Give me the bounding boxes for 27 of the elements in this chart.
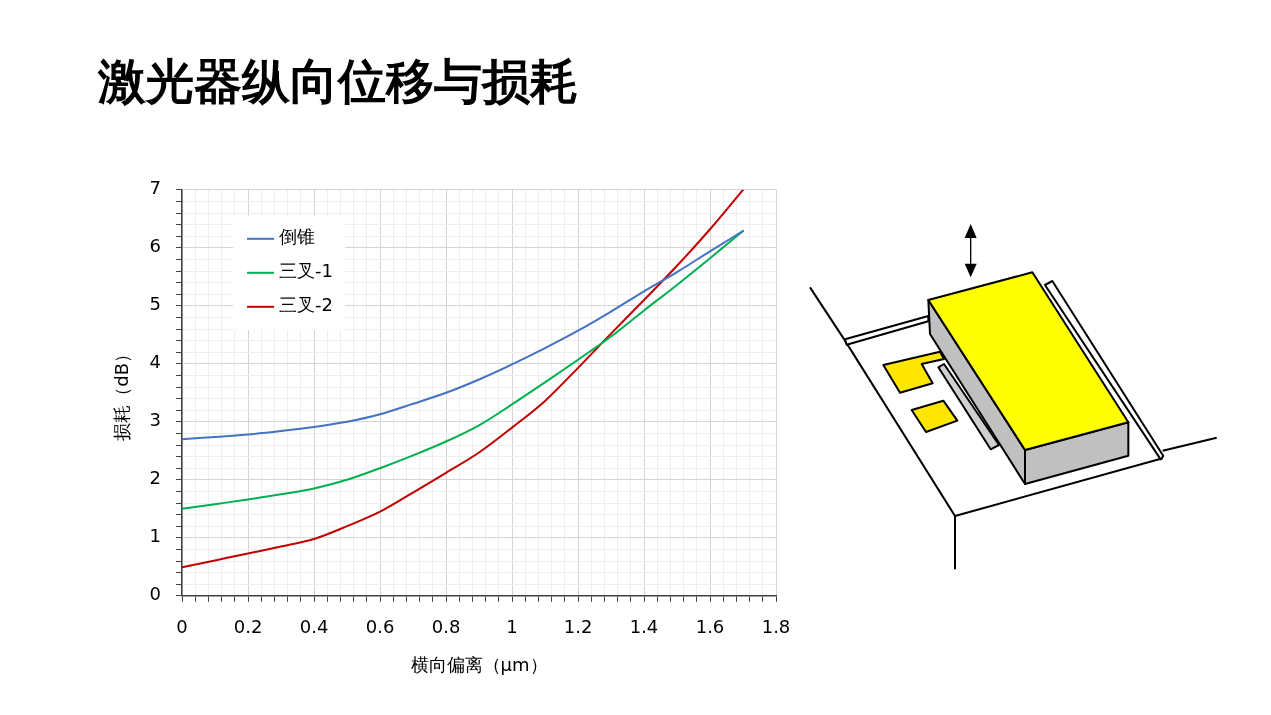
x-tick-label: 1.4 bbox=[629, 616, 659, 638]
x-tick-label: 0.8 bbox=[431, 616, 461, 638]
y-tick-label: 3 bbox=[149, 409, 162, 431]
x-tick-label: 0.2 bbox=[233, 616, 263, 638]
chart-title: 激光器纵向位移与损耗 bbox=[98, 53, 578, 111]
y-tick-label: 1 bbox=[149, 525, 162, 547]
y-tick-label: 2 bbox=[149, 467, 162, 489]
x-tick-label: 0.6 bbox=[365, 616, 395, 638]
legend-label: 三叉-2 bbox=[279, 294, 334, 316]
y-tick-label: 6 bbox=[149, 235, 162, 257]
x-axis-title: 横向偏离（μm） bbox=[410, 653, 548, 675]
y-tick-label: 7 bbox=[149, 177, 162, 199]
x-tick-label: 1.2 bbox=[563, 616, 593, 638]
legend-label: 三叉-1 bbox=[279, 260, 334, 282]
legend-label: 倒锥 bbox=[279, 226, 316, 248]
line-series bbox=[182, 229, 744, 510]
x-tick-label: 0 bbox=[176, 616, 188, 638]
x-tick-label: 0.4 bbox=[299, 616, 329, 638]
x-tick-label: 1.8 bbox=[761, 616, 791, 638]
y-axis-title: 损耗（dB） bbox=[111, 344, 133, 441]
line-series bbox=[182, 189, 744, 569]
line-series bbox=[182, 229, 744, 441]
y-tick-label: 5 bbox=[149, 293, 162, 315]
y-tick-label: 0 bbox=[149, 583, 162, 605]
y-tick-label: 4 bbox=[149, 351, 162, 373]
x-tick-label: 1 bbox=[506, 616, 518, 638]
x-tick-label: 1.6 bbox=[695, 616, 725, 638]
